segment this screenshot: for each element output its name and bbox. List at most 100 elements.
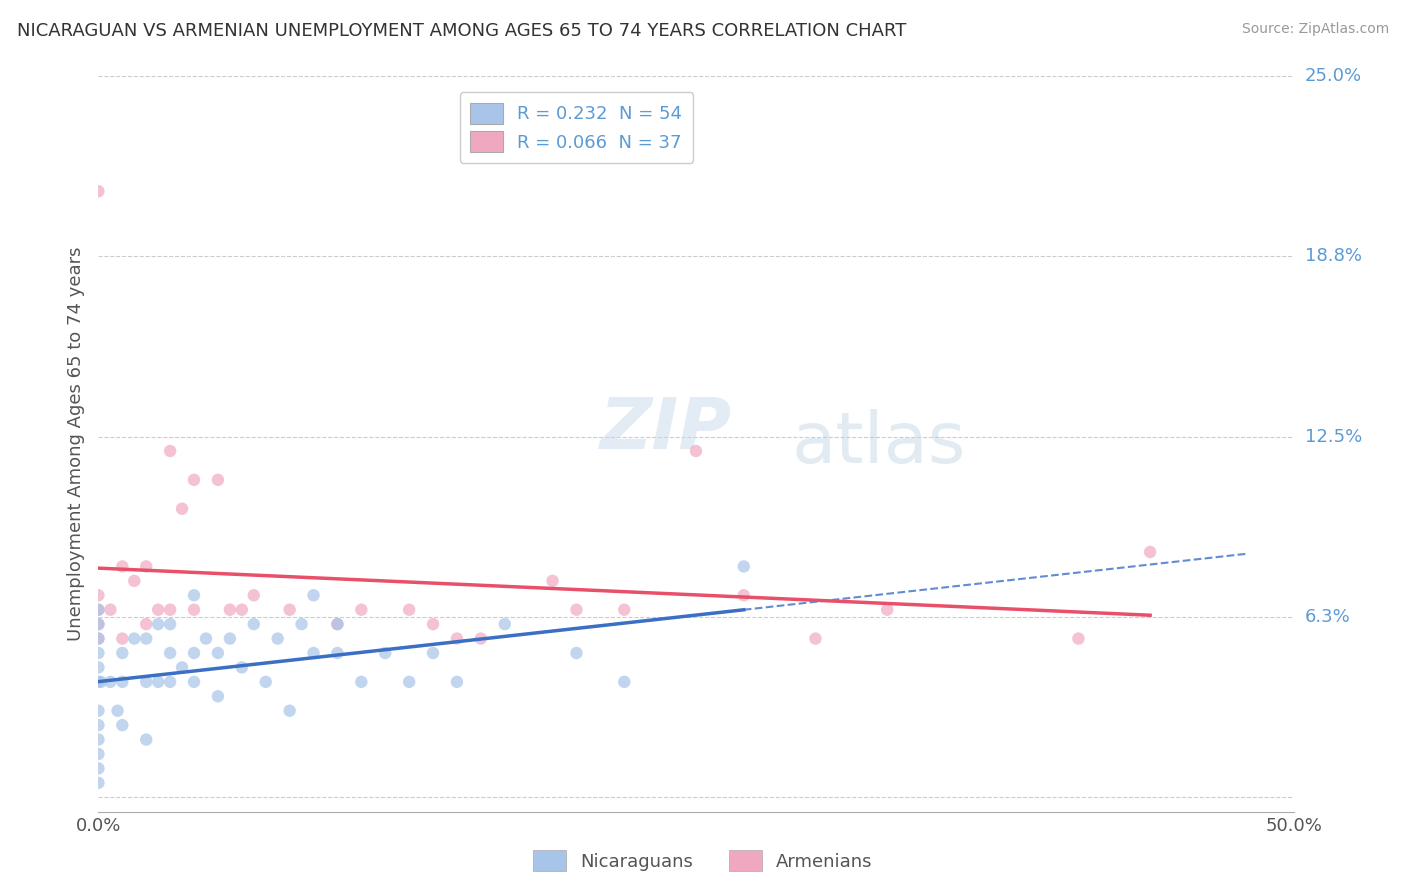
- Point: [219, 632, 242, 646]
- Point: [422, 646, 444, 660]
- Point: [87, 617, 110, 632]
- Point: [87, 588, 110, 602]
- Point: [87, 603, 110, 617]
- Text: NICARAGUAN VS ARMENIAN UNEMPLOYMENT AMONG AGES 65 TO 74 YEARS CORRELATION CHART: NICARAGUAN VS ARMENIAN UNEMPLOYMENT AMON…: [17, 22, 907, 40]
- Point: [107, 704, 129, 718]
- Point: [87, 632, 110, 646]
- Point: [159, 674, 181, 689]
- Point: [350, 674, 373, 689]
- Point: [267, 632, 290, 646]
- Point: [733, 588, 755, 602]
- Point: [278, 603, 301, 617]
- Text: ZIP: ZIP: [600, 394, 733, 464]
- Point: [494, 617, 516, 632]
- Legend: Nicaraguans, Armenians: Nicaraguans, Armenians: [526, 843, 880, 879]
- Point: [124, 632, 146, 646]
- Point: [183, 674, 205, 689]
- Point: [135, 559, 157, 574]
- Point: [87, 732, 110, 747]
- Point: [278, 704, 301, 718]
- Text: 18.8%: 18.8%: [1305, 247, 1361, 265]
- Point: [159, 646, 181, 660]
- Point: [87, 776, 110, 790]
- Point: [183, 473, 205, 487]
- Point: [183, 603, 205, 617]
- Point: [302, 588, 325, 602]
- Point: [207, 473, 229, 487]
- Y-axis label: Unemployment Among Ages 65 to 74 years: Unemployment Among Ages 65 to 74 years: [66, 246, 84, 641]
- Text: 25.0%: 25.0%: [1305, 67, 1362, 85]
- Point: [446, 632, 468, 646]
- Point: [172, 501, 194, 516]
- Point: [87, 718, 110, 732]
- Point: [195, 632, 218, 646]
- Point: [159, 603, 181, 617]
- Point: [1139, 545, 1161, 559]
- Point: [326, 617, 349, 632]
- Point: [326, 646, 349, 660]
- Point: [243, 588, 266, 602]
- Legend: R = 0.232  N = 54, R = 0.066  N = 37: R = 0.232 N = 54, R = 0.066 N = 37: [460, 92, 693, 163]
- Point: [87, 603, 110, 617]
- Point: [87, 761, 110, 775]
- Point: [541, 574, 564, 588]
- Point: [183, 646, 205, 660]
- Text: 6.3%: 6.3%: [1305, 608, 1350, 626]
- Point: [470, 632, 492, 646]
- Point: [613, 603, 636, 617]
- Point: [207, 646, 229, 660]
- Text: 12.5%: 12.5%: [1305, 427, 1362, 446]
- Point: [422, 617, 444, 632]
- Point: [207, 690, 229, 704]
- Point: [231, 660, 253, 674]
- Point: [135, 674, 157, 689]
- Point: [219, 603, 242, 617]
- Point: [87, 632, 110, 646]
- Point: [172, 660, 194, 674]
- Point: [183, 588, 205, 602]
- Point: [326, 617, 349, 632]
- Point: [135, 732, 157, 747]
- Point: [613, 674, 636, 689]
- Point: [111, 674, 134, 689]
- Point: [98, 674, 122, 689]
- Point: [111, 718, 134, 732]
- Point: [135, 617, 157, 632]
- Point: [565, 603, 588, 617]
- Point: [231, 603, 253, 617]
- Point: [565, 646, 588, 660]
- Point: [685, 444, 707, 458]
- Point: [87, 617, 110, 632]
- Point: [350, 603, 373, 617]
- Point: [87, 747, 110, 761]
- Point: [733, 559, 755, 574]
- Point: [302, 646, 325, 660]
- Point: [254, 674, 277, 689]
- Point: [159, 444, 181, 458]
- Point: [243, 617, 266, 632]
- Point: [98, 603, 122, 617]
- Point: [398, 674, 420, 689]
- Point: [876, 603, 898, 617]
- Point: [111, 646, 134, 660]
- Point: [87, 674, 110, 689]
- Point: [90, 674, 112, 689]
- Point: [87, 704, 110, 718]
- Point: [87, 646, 110, 660]
- Text: Source: ZipAtlas.com: Source: ZipAtlas.com: [1241, 22, 1389, 37]
- Point: [87, 660, 110, 674]
- Point: [124, 574, 146, 588]
- Point: [87, 184, 110, 198]
- Text: atlas: atlas: [792, 409, 966, 478]
- Point: [804, 632, 827, 646]
- Point: [291, 617, 314, 632]
- Point: [111, 559, 134, 574]
- Point: [135, 632, 157, 646]
- Point: [446, 674, 468, 689]
- Point: [148, 603, 170, 617]
- Point: [1067, 632, 1090, 646]
- Point: [148, 674, 170, 689]
- Point: [148, 617, 170, 632]
- Point: [398, 603, 420, 617]
- Point: [159, 617, 181, 632]
